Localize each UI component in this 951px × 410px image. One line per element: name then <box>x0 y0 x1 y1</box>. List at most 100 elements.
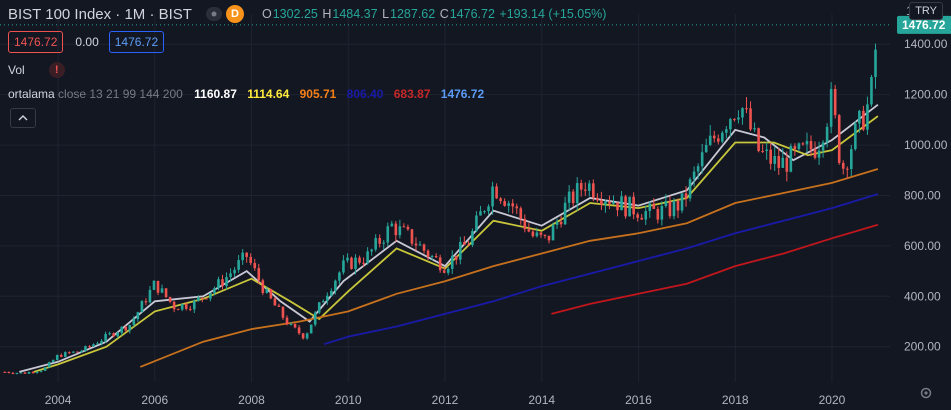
candle-body <box>245 252 248 257</box>
last-price-badge <box>897 15 951 34</box>
candle-body <box>11 372 15 374</box>
candle-body <box>124 326 128 331</box>
candle-body <box>35 371 39 373</box>
currency-button[interactable]: TRY <box>909 2 943 20</box>
candle-body <box>829 88 833 127</box>
chart-header: BIST 100 Index · 1M · BIST D O1302.25 H1… <box>8 4 607 24</box>
candle-body <box>305 333 309 339</box>
low-key: L <box>382 7 390 21</box>
candle-body <box>733 119 736 121</box>
candle-body <box>696 166 700 172</box>
candle-body <box>749 108 752 130</box>
candle-body <box>390 223 394 227</box>
candle-body <box>168 296 172 302</box>
ma-line-21 <box>33 115 879 373</box>
candle-body <box>209 292 212 299</box>
candle-body <box>80 351 83 353</box>
last-price-label: 1476.72 <box>902 18 946 32</box>
candle-body <box>551 224 555 241</box>
candle-body <box>92 344 95 347</box>
candle-body <box>712 135 716 139</box>
price-axis[interactable]: 200.00 400.00 600.00 800.00 1000.00 1200.00 14… <box>890 0 951 410</box>
candle-body <box>398 226 402 236</box>
candle-body <box>144 301 148 303</box>
eye-icon[interactable] <box>205 7 222 21</box>
candle-body <box>612 202 615 204</box>
candle-body <box>777 155 781 168</box>
candle-body <box>136 312 140 320</box>
candles <box>3 43 877 375</box>
candle-body <box>563 202 567 225</box>
candle-body <box>366 251 369 263</box>
time-axis[interactable]: 2004 2006 2008 2010 2012 2014 2016 2018 2020 <box>0 384 890 410</box>
buy-price-button[interactable]: 1476.72 <box>108 31 165 53</box>
candle-body <box>148 289 152 303</box>
candle-body <box>648 203 652 212</box>
delayed-badge[interactable]: D <box>225 5 244 23</box>
gear-icon[interactable] <box>919 386 933 400</box>
candle-body <box>414 243 418 246</box>
ohlc-values: O1302.25 H1484.37 L1287.62 C1476.72 +193… <box>262 7 607 21</box>
candle-body <box>652 203 656 209</box>
candle-body <box>519 208 523 219</box>
candle-body <box>265 289 269 293</box>
candle-body <box>15 372 19 374</box>
ma-value-3: 905.71 <box>299 87 337 101</box>
candle-body <box>418 244 422 246</box>
candle-body <box>140 301 144 313</box>
candle-body <box>725 129 728 133</box>
symbol-title[interactable]: BIST 100 Index · 1M · BIST <box>8 5 192 23</box>
candle-body <box>31 372 35 374</box>
candle-body <box>88 346 91 348</box>
indicator-params: close 13 21 99 144 200 <box>58 87 183 101</box>
candle-body <box>104 333 107 341</box>
candle-body <box>68 352 71 354</box>
candle-body <box>785 157 789 172</box>
candle-body <box>354 257 357 269</box>
time-tick-label: 2012 <box>432 393 459 407</box>
warning-icon[interactable]: ! <box>48 62 65 78</box>
candle-body <box>430 256 434 258</box>
candle-body <box>680 193 684 211</box>
collapse-legend-button[interactable] <box>10 108 36 128</box>
candle-body <box>813 149 817 158</box>
candle-body <box>334 280 337 291</box>
candle-body <box>321 301 325 303</box>
candle-body <box>160 288 164 293</box>
candle-body <box>874 49 877 78</box>
candle-body <box>737 117 740 120</box>
candle-body <box>535 232 539 237</box>
candle-body <box>821 142 825 151</box>
candle-body <box>55 355 59 360</box>
sell-price-button[interactable]: 1476.72 <box>8 31 64 53</box>
candle-body <box>527 229 531 232</box>
candle-body <box>72 351 75 353</box>
indicator-legend[interactable]: ortalama close 13 21 99 144 200 1160.87 … <box>8 87 491 101</box>
candle-body <box>608 201 611 204</box>
candle-body <box>426 250 430 257</box>
candle-body <box>459 241 462 260</box>
candle-body <box>285 317 289 325</box>
candle-body <box>422 244 426 251</box>
candle-body <box>793 146 797 150</box>
candle-body <box>410 229 414 244</box>
candle-body <box>289 323 293 325</box>
candle-body <box>7 371 11 373</box>
candle-body <box>672 200 676 217</box>
ma-value-5: 683.87 <box>393 87 431 101</box>
candle-body <box>51 359 55 363</box>
price-axis-bg <box>890 0 951 410</box>
ma-value-1: 1160.87 <box>194 87 237 101</box>
candle-body <box>567 191 571 203</box>
candle-body <box>660 205 664 220</box>
candle-body <box>406 226 410 230</box>
candle-body <box>850 149 853 170</box>
volume-legend[interactable]: Vol ! <box>8 62 65 78</box>
time-tick-label: 2006 <box>141 393 168 407</box>
price-tick-label: 400.00 <box>904 289 941 303</box>
candle-body <box>704 144 708 153</box>
candle-body <box>313 312 317 325</box>
candle-body <box>841 162 845 169</box>
candle-body <box>531 231 535 237</box>
